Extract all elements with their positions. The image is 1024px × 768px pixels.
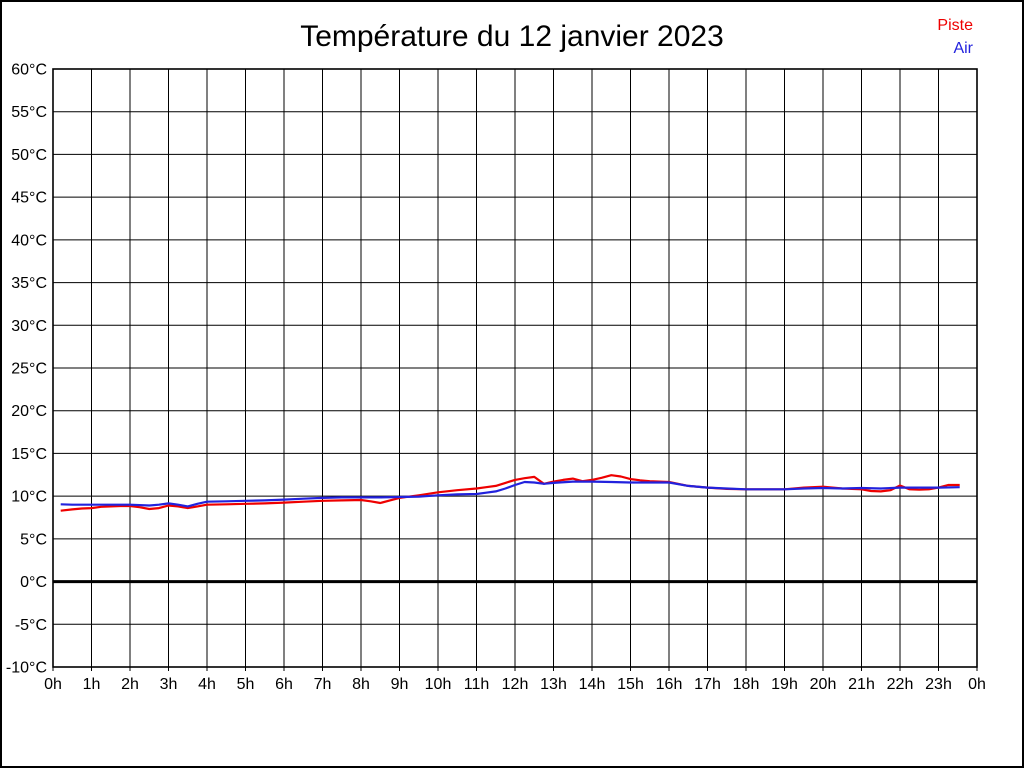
svg-text:35°C: 35°C (11, 275, 47, 292)
svg-text:6h: 6h (275, 676, 293, 693)
legend-item-piste: Piste (937, 14, 973, 37)
svg-text:13h: 13h (540, 676, 567, 693)
svg-text:23h: 23h (925, 676, 952, 693)
svg-text:12h: 12h (502, 676, 529, 693)
svg-text:20°C: 20°C (11, 403, 47, 420)
svg-text:15°C: 15°C (11, 446, 47, 463)
svg-text:45°C: 45°C (11, 190, 47, 207)
svg-text:-10°C: -10°C (6, 660, 47, 677)
svg-text:17h: 17h (694, 676, 721, 693)
svg-text:-5°C: -5°C (15, 617, 47, 634)
svg-text:20h: 20h (810, 676, 837, 693)
svg-text:10°C: 10°C (11, 489, 47, 506)
svg-text:15h: 15h (617, 676, 644, 693)
plot-border (52, 68, 978, 668)
legend: Piste Air (937, 14, 973, 60)
svg-text:21h: 21h (848, 676, 875, 693)
svg-text:7h: 7h (314, 676, 332, 693)
y-tick-labels: -10°C -5°C 0°C 5°C 10°C 15°C 20°C 25°C 30°C 35°C 4… (6, 62, 47, 677)
svg-text:3h: 3h (160, 676, 178, 693)
svg-text:0°C: 0°C (20, 574, 47, 591)
svg-text:16h: 16h (656, 676, 683, 693)
svg-text:50°C: 50°C (11, 147, 47, 164)
svg-text:1h: 1h (83, 676, 101, 693)
svg-text:8h: 8h (352, 676, 370, 693)
svg-text:4h: 4h (198, 676, 216, 693)
legend-label-piste: Piste (937, 17, 973, 34)
svg-text:19h: 19h (771, 676, 798, 693)
legend-label-air: Air (953, 40, 973, 57)
svg-text:0h: 0h (968, 676, 986, 693)
air-line (60, 480, 960, 508)
svg-text:10h: 10h (425, 676, 452, 693)
svg-text:60°C: 60°C (11, 62, 47, 79)
svg-text:25°C: 25°C (11, 361, 47, 378)
svg-text:22h: 22h (887, 676, 914, 693)
x-tick-labels: 0h 1h 2h 3h 4h 5h 6h 7h 8h 9h 10h 11h 12h 13h 14h 15h 16… (44, 676, 986, 693)
grid-lines (52, 68, 978, 668)
svg-text:0h: 0h (44, 676, 62, 693)
svg-text:18h: 18h (733, 676, 760, 693)
svg-text:2h: 2h (121, 676, 139, 693)
svg-text:9h: 9h (391, 676, 409, 693)
svg-text:30°C: 30°C (11, 318, 47, 335)
svg-text:11h: 11h (464, 676, 490, 693)
chart-title: Température du 12 janvier 2023 (300, 20, 724, 53)
legend-item-air: Air (937, 37, 973, 60)
svg-text:55°C: 55°C (11, 104, 47, 121)
svg-text:5h: 5h (237, 676, 255, 693)
svg-text:5°C: 5°C (20, 531, 47, 548)
svg-text:40°C: 40°C (11, 232, 47, 249)
svg-text:14h: 14h (579, 676, 606, 693)
